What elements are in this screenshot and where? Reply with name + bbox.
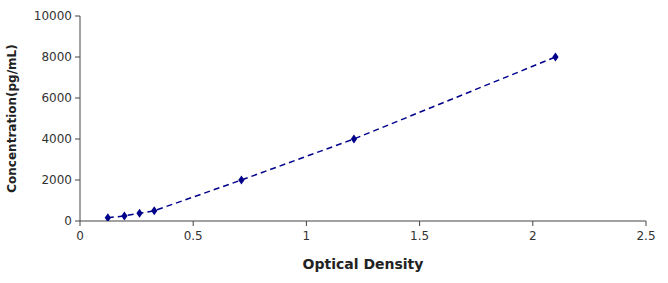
- x-tick: [193, 221, 194, 226]
- chart-svg: 0 0.5 1 1.5 2 2.5 0 2000 4000 6000 8000 10000 Optica…: [0, 0, 668, 283]
- x-tick-label: 1.5: [410, 229, 429, 243]
- data-point: [121, 211, 127, 220]
- y-tick-label: 6000: [41, 91, 72, 105]
- y-tick: [75, 98, 80, 99]
- y-tick: [75, 139, 80, 140]
- x-tick-label: 2: [529, 229, 537, 243]
- x-tick: [419, 221, 420, 226]
- x-axis-label: Optical Density: [303, 256, 424, 272]
- y-axis-line: [80, 16, 81, 221]
- x-tick: [306, 221, 307, 226]
- y-tick-label: 0: [64, 214, 72, 228]
- x-tick: [532, 221, 533, 226]
- x-tick-label: 0.5: [184, 229, 203, 243]
- data-point: [105, 213, 111, 221]
- y-tick-label: 2000: [41, 173, 72, 187]
- y-tick-label: 10000: [34, 9, 72, 23]
- data-point: [351, 135, 357, 144]
- x-tick-label: 0: [76, 229, 84, 243]
- x-tick-label: 2.5: [636, 229, 655, 243]
- y-axis-label: Concentration(pg/mL): [5, 44, 19, 192]
- y-tick: [75, 180, 80, 181]
- data-point: [151, 206, 157, 215]
- data-point: [552, 53, 558, 62]
- x-axis-line: [80, 221, 646, 222]
- plot-area: [105, 53, 559, 222]
- y-tick: [75, 16, 80, 17]
- x-tick: [646, 221, 647, 226]
- y-tick: [75, 57, 80, 58]
- x-tick: [80, 221, 81, 226]
- y-tick-label: 4000: [41, 132, 72, 146]
- data-point: [238, 176, 244, 185]
- x-tick-label: 1: [303, 229, 311, 243]
- y-tick-label: 8000: [41, 50, 72, 64]
- data-line: [108, 57, 556, 218]
- y-tick: [75, 221, 80, 222]
- chart-container: 0 0.5 1 1.5 2 2.5 0 2000 4000 6000 8000 10000 Optica…: [0, 0, 668, 283]
- data-point: [136, 209, 142, 218]
